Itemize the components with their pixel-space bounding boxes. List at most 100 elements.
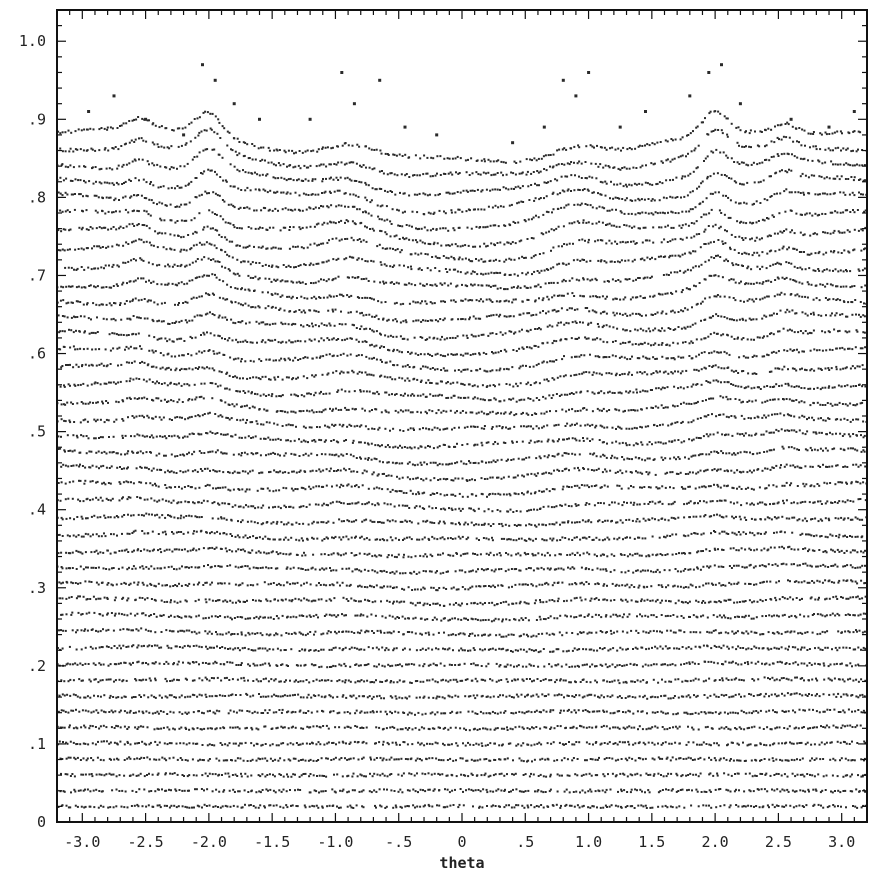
data-point — [639, 570, 642, 573]
data-point — [266, 759, 269, 762]
data-point — [644, 757, 647, 760]
data-point — [210, 565, 213, 568]
data-point — [498, 758, 501, 761]
data-point — [846, 664, 849, 667]
data-point — [824, 789, 827, 791]
data-point — [650, 585, 653, 588]
data-point — [102, 567, 105, 570]
data-point — [466, 603, 469, 606]
data-point — [391, 725, 394, 728]
data-point — [195, 530, 198, 533]
data-point — [143, 775, 146, 778]
data-point — [345, 696, 348, 699]
data-point — [527, 759, 530, 762]
data-point — [449, 554, 452, 557]
data-point — [255, 615, 258, 618]
data-point — [315, 613, 318, 616]
data-point — [529, 538, 532, 541]
data-point — [99, 679, 102, 682]
data-point — [138, 694, 141, 697]
data-point — [839, 791, 842, 794]
data-point — [683, 663, 686, 665]
data-point — [749, 548, 752, 551]
data-point — [781, 692, 783, 695]
data-point — [775, 804, 778, 807]
data-point — [651, 757, 654, 760]
data-point — [653, 743, 656, 746]
data-point — [272, 804, 275, 807]
data-point — [166, 726, 169, 729]
data-point — [113, 727, 116, 729]
data-point — [725, 599, 727, 602]
data-point — [337, 614, 340, 617]
data-point — [239, 694, 242, 696]
data-point — [780, 677, 783, 680]
data-point — [111, 584, 114, 587]
data-point — [702, 804, 705, 807]
data-point — [791, 772, 794, 775]
data-point — [860, 579, 863, 582]
data-point — [434, 680, 437, 683]
data-point — [770, 598, 773, 601]
data-point — [97, 740, 99, 743]
data-point — [684, 679, 687, 682]
data-point — [462, 632, 465, 635]
data-point — [462, 774, 465, 777]
data-point — [588, 631, 591, 634]
data-point — [299, 680, 302, 683]
data-point — [274, 758, 277, 761]
data-point — [767, 631, 770, 634]
data-point — [265, 552, 268, 555]
data-point — [61, 693, 64, 696]
data-point — [635, 664, 638, 667]
data-point — [401, 587, 404, 590]
data-point — [94, 678, 97, 681]
data-point — [65, 613, 68, 616]
data-point — [321, 806, 324, 809]
data-point — [323, 775, 325, 777]
data-point — [539, 680, 542, 682]
data-point — [610, 804, 613, 807]
data-point — [576, 804, 579, 807]
data-point — [381, 664, 384, 667]
data-point — [91, 775, 94, 778]
data-point — [609, 570, 612, 573]
data-point — [603, 758, 606, 761]
data-point — [259, 664, 262, 667]
data-point — [704, 660, 707, 663]
data-point — [856, 566, 859, 569]
data-point — [506, 726, 508, 729]
data-point — [346, 775, 349, 778]
data-point — [812, 788, 815, 791]
data-point — [255, 551, 258, 554]
data-point — [857, 680, 860, 683]
data-point — [602, 568, 605, 571]
data-point — [234, 535, 237, 538]
data-point — [423, 727, 426, 730]
data-point — [410, 682, 413, 684]
data-point — [359, 711, 362, 714]
data-point — [229, 564, 232, 567]
data-point — [354, 712, 357, 715]
data-point — [120, 805, 123, 808]
data-point — [81, 679, 84, 682]
data-point — [107, 678, 110, 681]
data-point — [257, 680, 260, 683]
data-point — [787, 790, 790, 793]
data-point — [351, 570, 354, 573]
data-point — [766, 804, 769, 807]
data-point — [587, 806, 590, 809]
data-point — [695, 586, 697, 589]
data-point — [528, 728, 531, 731]
data-point — [278, 709, 281, 711]
data-point — [531, 680, 533, 683]
data-point — [621, 599, 624, 602]
data-point — [253, 710, 256, 713]
data-point — [169, 601, 172, 604]
data-point — [271, 743, 274, 746]
data-point — [760, 788, 763, 791]
data-point — [824, 631, 827, 634]
data-point — [825, 741, 828, 744]
data-point — [284, 598, 287, 601]
data-point — [255, 791, 258, 794]
